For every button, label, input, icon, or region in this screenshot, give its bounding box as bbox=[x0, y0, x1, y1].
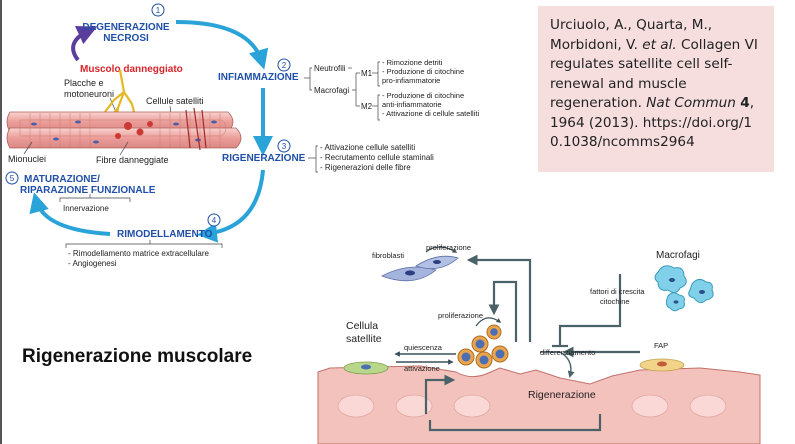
proliferation-mid-label: proliferazione bbox=[438, 311, 483, 320]
regeneration-bracket bbox=[308, 146, 318, 172]
step-1-number: 1 bbox=[156, 6, 161, 15]
regeneration-item-1: - Attivazione cellule satelliti bbox=[320, 143, 415, 152]
reference-volume: 4 bbox=[740, 95, 749, 111]
motoneurons-label: motoneuroni bbox=[64, 89, 114, 99]
step-4-label: RIMODELLAMENTO bbox=[117, 229, 213, 240]
neutrophils-label: Neutrofili bbox=[314, 64, 346, 73]
page-title: Rigenerazione muscolare bbox=[22, 346, 252, 368]
tissue-diagram bbox=[318, 247, 760, 444]
step-2-label: INFIAMMAZIONE bbox=[218, 72, 299, 83]
differentiation-label: differenziamento bbox=[540, 348, 595, 357]
m1-item-3: pro-infiammatorie bbox=[382, 76, 440, 85]
activation-label: attivazione bbox=[404, 364, 440, 373]
m2-label: M2 bbox=[361, 102, 373, 111]
damaged-muscle-label: Muscolo danneggiato bbox=[80, 64, 183, 75]
regeneration-item-2: - Recrutamento cellule staminali bbox=[320, 153, 434, 162]
step-4-badge: 4 bbox=[208, 214, 220, 226]
remodeling-item-2: - Angiogenesi bbox=[68, 259, 117, 268]
proliferation-top-label: proliferazione bbox=[426, 243, 471, 252]
quiescence-label: quiescenza bbox=[404, 343, 443, 352]
fibroblasts-label: fibroblasti bbox=[372, 251, 404, 260]
plaques-label: Placche e bbox=[64, 78, 104, 88]
muscle-fiber-bundle bbox=[7, 108, 241, 150]
m1-item-1: - Rimozione detriti bbox=[382, 58, 443, 67]
regeneration-bottom-label: Rigenerazione bbox=[528, 389, 596, 401]
step-1-label-2: NECROSI bbox=[103, 33, 149, 44]
remodeling-bracket bbox=[66, 240, 222, 248]
step-5-badge: 5 bbox=[6, 172, 18, 184]
step-5-label: MATURAZIONE/ bbox=[24, 174, 100, 185]
step-3-badge: 3 bbox=[278, 140, 290, 152]
reference-journal: Nat Commun bbox=[646, 95, 736, 111]
cytokines-label: citochine bbox=[600, 297, 630, 306]
reference-box: Urciuolo, A., Quarta, M., Morbidoni, V. … bbox=[538, 6, 774, 172]
innervation-label: Innervazione bbox=[63, 204, 109, 213]
regeneration-item-3: - Rigenerazioni delle fibre bbox=[320, 163, 411, 172]
step-1-badge: 1 bbox=[152, 4, 164, 16]
satellite-cells-label: Cellule satelliti bbox=[146, 96, 204, 106]
step-5-label-2: RIPARAZIONE FUNZIONALE bbox=[20, 185, 156, 196]
step-3-label: RIGENERAZIONE bbox=[222, 153, 306, 164]
step-4-number: 4 bbox=[212, 216, 217, 225]
myonuclei-label: Mionuclei bbox=[8, 154, 46, 164]
step-2-number: 2 bbox=[282, 61, 287, 70]
remodeling-item-1: - Rimodellamento matrice extracellulare bbox=[68, 249, 209, 258]
satellite-cell-label: Cellula bbox=[346, 320, 378, 332]
m2-item-1: - Produzione di citochine bbox=[382, 91, 464, 100]
cycle-arrow-damage bbox=[73, 30, 90, 60]
cycle-arrow-1-2 bbox=[176, 22, 262, 62]
macrophages-label: Macrofagi bbox=[314, 86, 349, 95]
growth-factors-label: fattori di crescita bbox=[590, 287, 645, 296]
m1-label: M1 bbox=[361, 69, 373, 78]
step-3-number: 3 bbox=[282, 142, 287, 151]
m2-item-2: anti-infiammatorie bbox=[382, 100, 442, 109]
step-2-badge: 2 bbox=[278, 59, 290, 71]
step-1-label: DEGENERAZIONE bbox=[82, 22, 170, 33]
fap-label: FAP bbox=[654, 341, 668, 350]
step-5-number: 5 bbox=[10, 174, 15, 183]
macrophages-bottom-label: Macrofagi bbox=[656, 250, 700, 261]
reference-etal: et al. bbox=[642, 37, 676, 53]
satellite-cell-label-2: satellite bbox=[346, 333, 382, 345]
m1-item-2: - Produzione di citochine bbox=[382, 67, 464, 76]
m2-item-3: - Attivazione di cellule satelliti bbox=[382, 109, 479, 118]
damaged-fibers-label: Fibre danneggiate bbox=[96, 155, 169, 165]
